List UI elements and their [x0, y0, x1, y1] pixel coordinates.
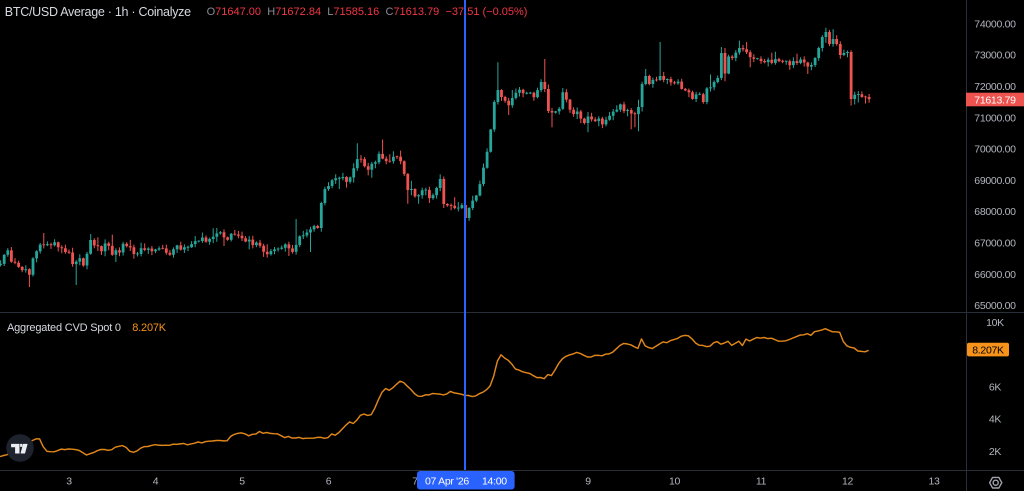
svg-text:6K: 6K	[989, 381, 1002, 393]
svg-text:71000.00: 71000.00	[974, 112, 1016, 124]
svg-text:12: 12	[842, 476, 854, 488]
svg-text:67000.00: 67000.00	[974, 238, 1016, 250]
svg-text:70000.00: 70000.00	[974, 144, 1016, 156]
svg-text:9: 9	[585, 476, 591, 488]
svg-text:07 Apr '26: 07 Apr '26	[425, 476, 469, 488]
svg-text:13: 13	[928, 476, 940, 488]
svg-text:10: 10	[669, 476, 681, 488]
svg-text:4K: 4K	[989, 414, 1002, 426]
svg-text:74000.00: 74000.00	[974, 18, 1016, 30]
svg-text:65000.00: 65000.00	[974, 300, 1016, 312]
svg-text:5: 5	[239, 476, 245, 488]
svg-text:11: 11	[756, 476, 767, 488]
svg-text:8.207K: 8.207K	[972, 344, 1004, 356]
svg-text:10K: 10K	[986, 317, 1004, 329]
svg-text:6: 6	[326, 476, 332, 488]
svg-text:3: 3	[66, 476, 72, 488]
svg-text:2K: 2K	[989, 446, 1002, 458]
svg-text:14:00: 14:00	[482, 476, 507, 488]
svg-text:73000.00: 73000.00	[974, 50, 1016, 62]
svg-text:7: 7	[412, 476, 418, 488]
svg-text:4: 4	[153, 476, 159, 488]
svg-text:71613.79: 71613.79	[974, 94, 1016, 106]
svg-text:66000.00: 66000.00	[974, 269, 1016, 281]
svg-text:72000.00: 72000.00	[974, 81, 1016, 93]
svg-text:69000.00: 69000.00	[974, 175, 1016, 187]
svg-text:68000.00: 68000.00	[974, 206, 1016, 218]
